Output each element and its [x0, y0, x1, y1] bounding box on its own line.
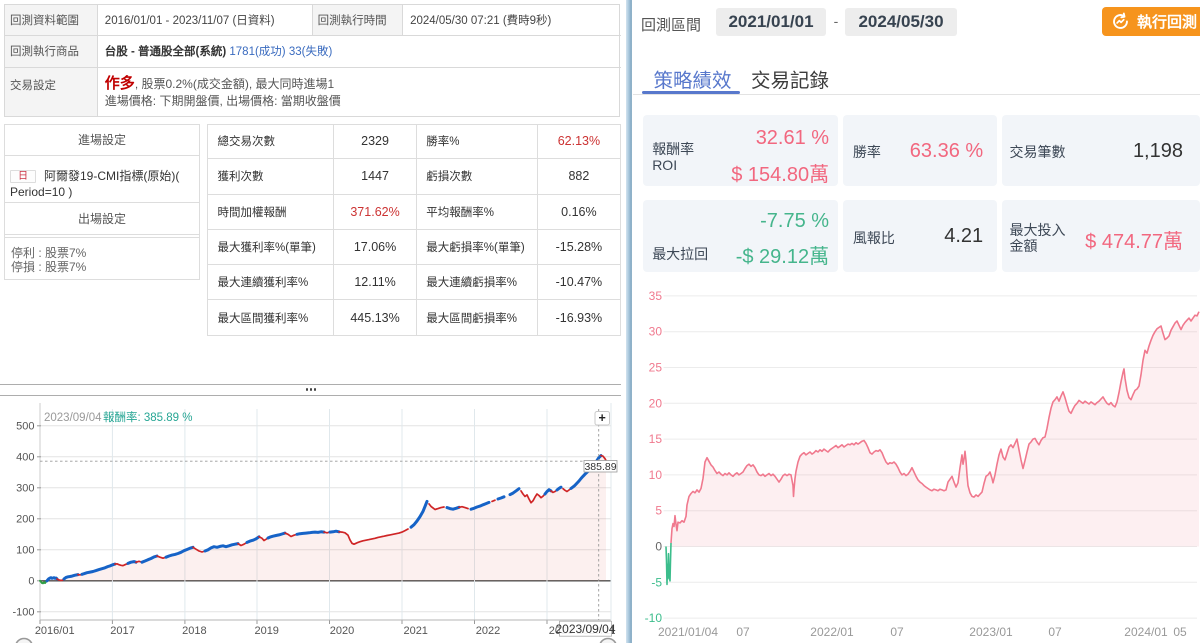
svg-text:2020: 2020: [330, 625, 354, 637]
svg-text:30: 30: [649, 325, 663, 339]
svg-text:2023/09/04: 2023/09/04: [555, 622, 615, 636]
svg-text:-100: -100: [12, 607, 34, 619]
svg-text:5: 5: [655, 504, 662, 518]
svg-text:0: 0: [655, 540, 662, 554]
svg-text:05: 05: [1173, 625, 1187, 639]
svg-text:385.89: 385.89: [584, 461, 616, 473]
svg-text:200: 200: [16, 514, 34, 526]
svg-text:-10: -10: [645, 611, 663, 625]
svg-text:2021/01/04: 2021/01/04: [658, 625, 718, 639]
svg-text:0: 0: [28, 576, 34, 588]
svg-text:+: +: [599, 411, 606, 425]
svg-text:2024/01: 2024/01: [1124, 625, 1168, 639]
svg-text:2023/09/04: 2023/09/04: [44, 412, 102, 424]
svg-text:2017: 2017: [110, 625, 134, 637]
svg-text:報酬率: 385.89 %: 報酬率: 385.89 %: [103, 410, 192, 424]
svg-text:2023/01: 2023/01: [969, 625, 1013, 639]
svg-text:07: 07: [890, 625, 904, 639]
svg-text:2018: 2018: [182, 625, 206, 637]
svg-text:2022: 2022: [476, 625, 500, 637]
svg-text:07: 07: [1048, 625, 1062, 639]
svg-text:25: 25: [649, 361, 663, 375]
svg-text:2019: 2019: [254, 625, 278, 637]
svg-text:-5: -5: [651, 575, 662, 589]
svg-text:100: 100: [16, 545, 34, 557]
svg-text:10: 10: [649, 468, 663, 482]
svg-text:15: 15: [649, 432, 663, 446]
svg-text:400: 400: [16, 452, 34, 464]
svg-text:2016/01: 2016/01: [35, 625, 75, 637]
svg-text:2022/01: 2022/01: [810, 625, 854, 639]
svg-text:500: 500: [16, 421, 34, 433]
svg-text:2021: 2021: [403, 625, 427, 637]
svg-text:35: 35: [649, 289, 663, 303]
svg-text:07: 07: [736, 625, 750, 639]
svg-text:300: 300: [16, 483, 34, 495]
svg-text:20: 20: [649, 396, 663, 410]
